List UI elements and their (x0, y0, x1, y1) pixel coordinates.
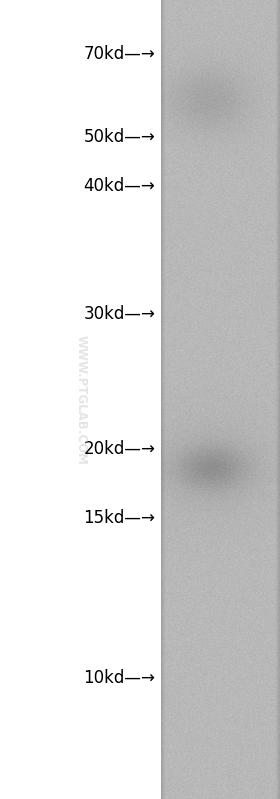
Text: 40kd—→: 40kd—→ (84, 177, 155, 195)
Text: 30kd—→: 30kd—→ (83, 305, 155, 323)
Text: 70kd—→: 70kd—→ (84, 46, 155, 63)
Text: 20kd—→: 20kd—→ (83, 440, 155, 458)
Text: WWW.PTGLAB.COM: WWW.PTGLAB.COM (75, 335, 88, 464)
Text: 10kd—→: 10kd—→ (83, 669, 155, 686)
Text: 50kd—→: 50kd—→ (84, 129, 155, 146)
Text: 15kd—→: 15kd—→ (83, 509, 155, 527)
